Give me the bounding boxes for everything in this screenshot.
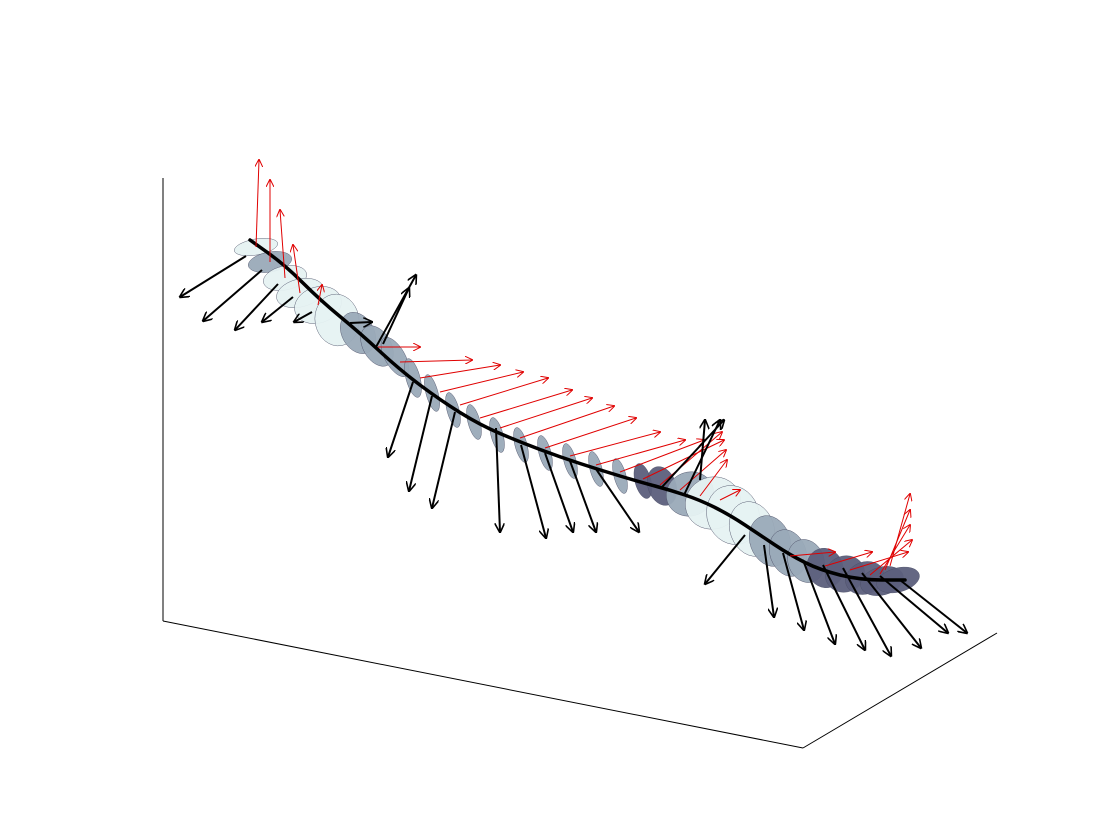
normal-vector-24: [822, 564, 865, 650]
tangent-vector-16: [595, 440, 685, 466]
normal-vector-6: [349, 322, 372, 323]
tangent-vector-10: [459, 378, 548, 406]
tangent-vector-18: [642, 440, 724, 480]
normal-vectors: [180, 255, 967, 656]
normal-vector-23: [802, 559, 835, 644]
normal-vector-27: [879, 575, 948, 633]
tangent-vector-13: [519, 406, 614, 439]
x-axis-line: [162, 620, 804, 749]
tangent-vector-24: [824, 552, 872, 567]
tangent-vector-15: [569, 432, 660, 457]
normal-vector-22: [782, 552, 804, 630]
normal-vector-1: [180, 255, 247, 297]
normal-vector-12: [496, 427, 500, 532]
normal-vector-7: [375, 275, 416, 348]
normal-vector-15: [569, 460, 596, 532]
tangent-vector-17: [619, 440, 704, 473]
normal-vector-3: [235, 283, 279, 330]
tangent-vector-19: [659, 432, 722, 486]
axes-box: [162, 178, 998, 749]
tangent-vector-12: [499, 398, 592, 429]
tangent-vector-11: [479, 390, 572, 419]
normal-vector-14: [544, 452, 573, 532]
normal-vector-25: [842, 567, 891, 656]
tangent-vector-26: [869, 540, 912, 576]
normal-vector-9: [388, 381, 414, 457]
normal-vector-13: [520, 444, 546, 538]
tangent-vector-25: [849, 552, 908, 571]
tangent-vector-20: [679, 450, 726, 491]
space-curve: [248, 238, 907, 582]
tangent-vector-4: [293, 245, 301, 294]
tangent-vectors: [256, 160, 912, 576]
tangent-vector-21: [699, 460, 727, 497]
tangent-vector-7: [399, 360, 472, 362]
normal-vector-10: [409, 395, 433, 491]
normal-vector-16: [595, 468, 639, 532]
normal-vector-11: [432, 411, 456, 508]
tangent-vector-1: [256, 160, 259, 248]
normal-vector-4: [262, 296, 294, 322]
normal-vector-28: [899, 579, 967, 633]
tangent-vector-29: [889, 494, 910, 567]
tangent-vector-14: [544, 418, 636, 449]
tangent-vector-9: [439, 372, 523, 393]
normal-vector-26: [861, 572, 921, 648]
tangent-vector-5: [318, 285, 322, 306]
y-axis-line: [802, 632, 998, 749]
normal-vector-5: [294, 311, 313, 322]
tangent-vector-23: [789, 552, 835, 556]
tangent-vector-22: [719, 490, 740, 501]
disks-group: [234, 238, 920, 596]
normal-vector-21: [763, 544, 774, 617]
normal-vector-19: [699, 420, 705, 481]
tangent-vector-8: [419, 365, 500, 379]
normal-vector-2: [203, 269, 263, 321]
tangent-vector-3: [280, 210, 286, 279]
normal-vector-8: [382, 288, 409, 345]
normal-vector-20: [705, 534, 746, 584]
